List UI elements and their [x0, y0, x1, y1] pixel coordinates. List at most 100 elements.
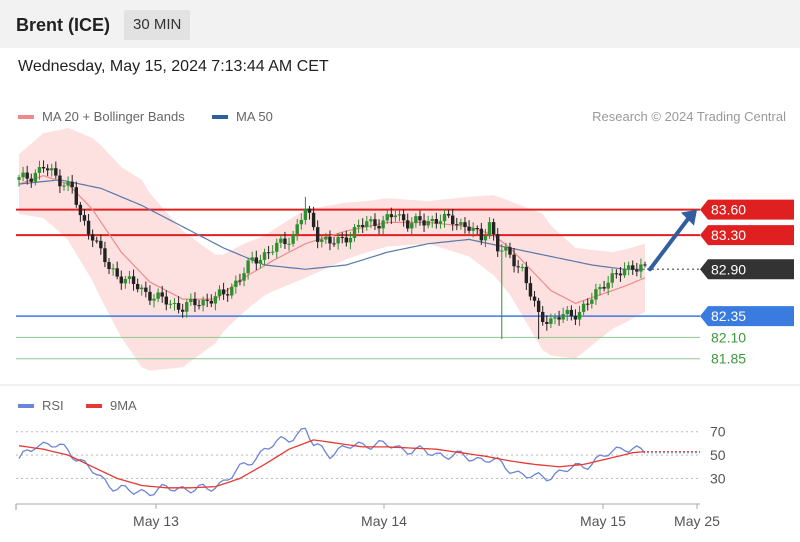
candle-body	[168, 303, 173, 305]
candle-body	[225, 294, 230, 296]
candle-body	[618, 273, 623, 276]
candle-body	[442, 213, 447, 222]
candle-body	[160, 292, 164, 297]
candle-body	[491, 222, 496, 235]
candle-body	[90, 234, 95, 241]
candle-body	[172, 302, 177, 304]
candle-body	[487, 222, 492, 236]
candle-body	[385, 214, 389, 221]
credit-text: Research © 2024 Trading Central	[592, 109, 786, 124]
legend-9ma: 9MA	[86, 398, 137, 413]
candle-body	[152, 298, 156, 301]
candle-body	[250, 257, 254, 261]
candle-body	[536, 300, 541, 312]
candle-body	[21, 172, 25, 178]
candle-body	[164, 296, 168, 305]
forecast-arrow-shaft	[648, 215, 691, 272]
candle-body	[213, 296, 218, 304]
candle-body	[532, 296, 537, 301]
resistance-price-tag	[700, 199, 794, 220]
candle-body	[315, 227, 320, 242]
candle-body	[573, 316, 578, 320]
candle-body	[242, 273, 246, 281]
candle-body	[360, 224, 365, 227]
candle-body	[66, 181, 70, 186]
support-price-label: 82.10	[711, 329, 746, 345]
candle-body	[95, 240, 99, 242]
legend-ma50: MA 50	[212, 109, 273, 124]
candle-body	[103, 248, 107, 263]
candle-body	[270, 251, 275, 253]
candle-body	[189, 298, 193, 303]
candle-body	[197, 305, 201, 307]
resistance-price-tag	[700, 225, 794, 246]
candle-body	[185, 302, 189, 312]
candle-body	[340, 237, 344, 239]
forecast-arrow-head	[681, 209, 697, 226]
candle-body	[422, 220, 426, 226]
candle-body	[291, 234, 295, 244]
candle-body	[528, 283, 533, 297]
timeframe-button[interactable]: 30 MIN	[124, 10, 191, 40]
x-tick-label: May 14	[361, 513, 407, 529]
candle-body	[144, 287, 148, 292]
candle-body	[303, 208, 308, 220]
candle-body	[254, 257, 259, 264]
candle-body	[606, 282, 610, 289]
rsi-series-9ma	[18, 439, 646, 489]
last-price-label: 82.90	[711, 261, 746, 277]
rsi-tick-label: 70	[710, 424, 726, 440]
candle-body	[328, 236, 332, 244]
candle-body	[148, 291, 152, 301]
candle-body	[156, 292, 160, 299]
candle-body	[344, 237, 349, 243]
pivot-price-label: 82.35	[711, 308, 746, 324]
candle-body	[78, 204, 83, 216]
candle-body	[418, 216, 422, 221]
candle-body	[475, 227, 479, 229]
candle-body	[266, 252, 271, 254]
candle-body	[29, 178, 33, 182]
candle-body	[381, 220, 385, 229]
candle-body	[446, 213, 451, 216]
candle-body	[639, 264, 643, 272]
candle-body	[545, 321, 549, 324]
candle-body	[41, 167, 46, 169]
pivot-price-tag	[700, 306, 794, 327]
candle-body	[352, 227, 357, 238]
candle-body	[209, 300, 214, 304]
candle-body	[377, 225, 381, 229]
candle-body	[483, 235, 488, 241]
candle-body	[405, 220, 410, 229]
candle-body	[58, 175, 62, 187]
candle-body	[62, 185, 66, 187]
candle-body	[557, 317, 561, 320]
ma20-label: MA 20 + Bollinger Bands	[42, 109, 185, 124]
candle-body	[565, 309, 569, 315]
candle-body	[140, 287, 144, 290]
candle-body	[17, 177, 21, 180]
candle-body	[336, 237, 340, 244]
candle-body	[516, 266, 520, 268]
candle-body	[471, 227, 475, 231]
candle-body	[54, 168, 58, 176]
candle-body	[82, 215, 87, 221]
candle-body	[283, 238, 287, 245]
candle-body	[369, 219, 373, 222]
candle-body	[602, 287, 606, 289]
chart-header: Brent (ICE) 30 MIN	[0, 0, 800, 48]
candle-body	[586, 303, 590, 305]
candle-body	[541, 311, 545, 322]
candle-body	[520, 266, 524, 268]
candle-body	[50, 168, 54, 171]
candle-body	[311, 212, 316, 228]
x-tick-label: May 15	[580, 513, 626, 529]
candle-body	[230, 286, 234, 296]
candle-body	[193, 298, 197, 306]
candle-body	[635, 269, 639, 272]
ma20-swatch	[18, 114, 34, 119]
x-tick-label: May 25	[674, 513, 720, 529]
timestamp: Wednesday, May 15, 2024 7:13:44 AM CET	[18, 58, 329, 75]
candle-body	[287, 243, 291, 245]
